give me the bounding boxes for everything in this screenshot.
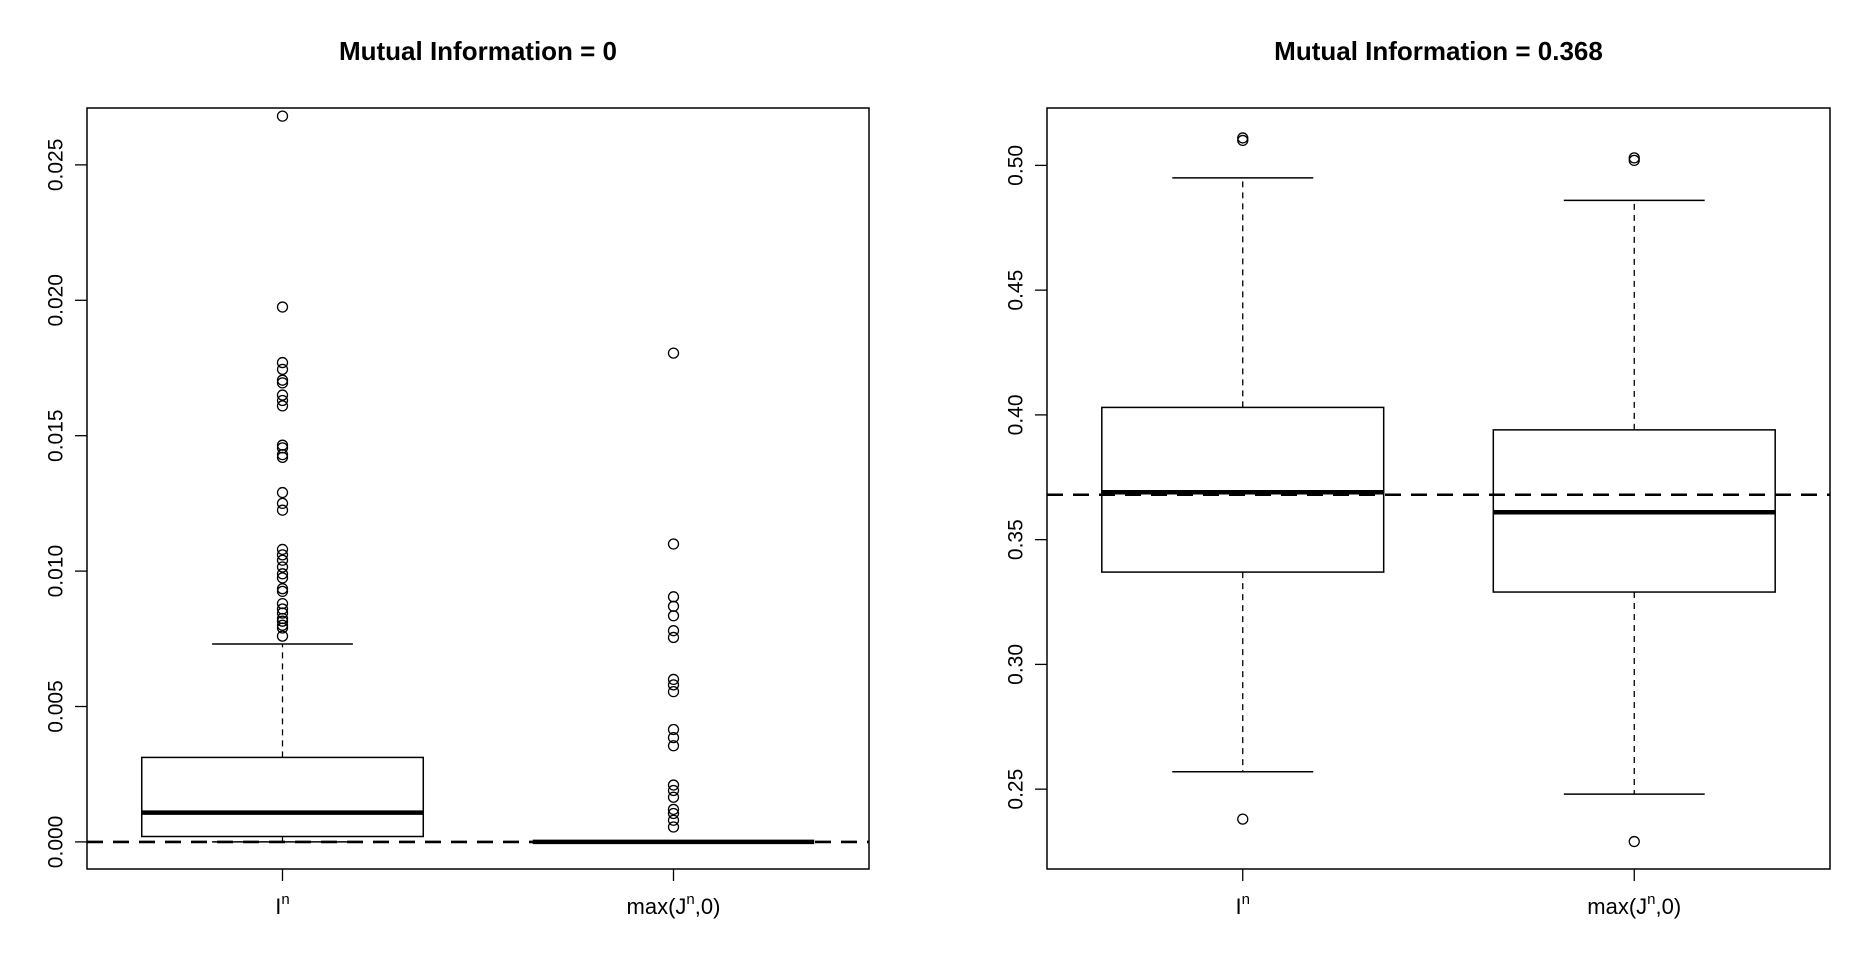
outlier-point <box>1237 132 1249 144</box>
outlier-point <box>1628 152 1640 164</box>
outlier-point <box>276 389 289 401</box>
outlier-point <box>1237 134 1249 147</box>
outlier-point <box>667 625 680 637</box>
outlier-point <box>276 619 289 631</box>
outlier-point <box>667 784 680 797</box>
outlier-point <box>276 572 289 584</box>
outlier-point <box>276 583 289 595</box>
outlier-point <box>667 779 680 791</box>
x-tick-label: max(Jn,0) <box>627 891 721 919</box>
outlier-point <box>1628 154 1640 167</box>
left-panel: Mutual Information = 0 0.000 0.005 0.010 0.0… <box>45 36 870 919</box>
outlier-point <box>667 685 680 698</box>
y-tick-label: 0.015 <box>45 409 68 462</box>
y-tick-label: 0.005 <box>45 680 68 733</box>
chart-title: Mutual Information = 0.368 <box>1274 36 1603 66</box>
outlier-point <box>276 374 289 386</box>
outlier-point <box>667 538 680 550</box>
outlier-point <box>276 561 289 573</box>
outlier-point <box>276 549 289 561</box>
x-tick-label: In <box>275 891 289 919</box>
y-tick-label: 0.000 <box>45 816 68 869</box>
outlier-point <box>276 497 289 510</box>
outlier-point <box>667 600 680 612</box>
outlier-point <box>667 791 680 803</box>
x-tick-label: max(Jn,0) <box>1587 891 1681 919</box>
box-iqr <box>140 756 425 838</box>
outlier-point <box>667 631 680 644</box>
outlier-point <box>276 394 289 407</box>
outlier-point <box>276 615 289 627</box>
y-tick-label: 0.25 <box>1005 769 1028 810</box>
outlier-point <box>276 301 289 313</box>
outlier-point <box>276 400 289 412</box>
outlier-point <box>276 568 289 580</box>
outlier-point <box>276 110 289 122</box>
outlier-point <box>667 591 680 603</box>
outlier-point <box>276 554 289 566</box>
plot-frame <box>86 107 870 870</box>
outlier-point <box>1237 813 1249 825</box>
right-panel: Mutual Information = 0.368 0.25 0.30 0.35 0.… <box>1005 36 1831 919</box>
outlier-point <box>276 543 289 556</box>
y-tick-label: 0.30 <box>1005 644 1028 685</box>
outlier-point <box>667 673 680 686</box>
outlier-point <box>667 814 680 826</box>
outlier-point <box>276 622 289 634</box>
outlier-point <box>667 732 680 744</box>
outlier-point <box>276 504 289 516</box>
outlier-point <box>276 585 289 598</box>
outlier-point <box>667 610 680 622</box>
outlier-point <box>276 363 289 375</box>
outlier-point <box>276 486 289 499</box>
outlier-point <box>667 821 680 833</box>
outlier-point <box>667 740 680 752</box>
outlier-point <box>276 377 289 389</box>
outlier-point <box>276 448 289 461</box>
outlier-point <box>667 803 680 816</box>
y-tick-label: 0.45 <box>1005 270 1028 311</box>
outlier-point <box>1628 835 1640 848</box>
chart-title: Mutual Information = 0 <box>339 36 617 66</box>
y-tick-label: 0.40 <box>1005 394 1028 435</box>
outlier-point <box>667 347 680 359</box>
outlier-point <box>667 723 680 736</box>
x-tick-label: In <box>1236 891 1250 919</box>
outlier-point <box>276 451 289 464</box>
y-tick-label: 0.010 <box>45 545 68 598</box>
y-tick-label: 0.35 <box>1005 519 1028 560</box>
plot-frame <box>1046 107 1831 870</box>
y-tick-label: 0.025 <box>45 139 68 192</box>
outlier-point <box>667 807 680 820</box>
outlier-point <box>276 607 289 619</box>
y-tick-label: 0.50 <box>1005 145 1028 186</box>
outlier-point <box>276 630 289 642</box>
y-tick-label: 0.020 <box>45 274 68 327</box>
box-iqr <box>1101 406 1385 573</box>
outlier-point <box>667 679 680 691</box>
outlier-point <box>276 356 289 369</box>
